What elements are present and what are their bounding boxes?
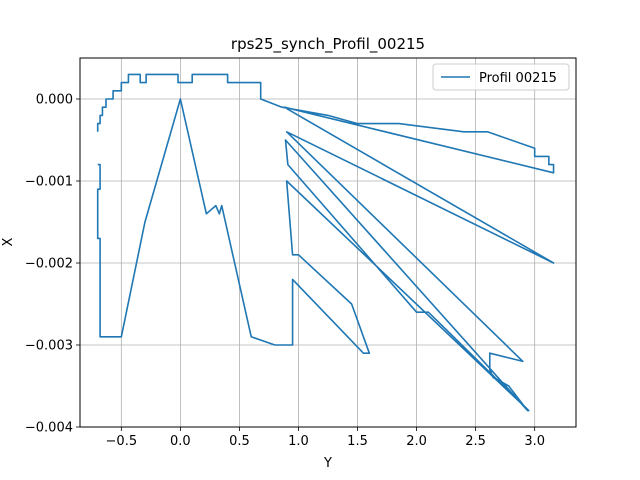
y-axis: 0.000 −0.001 −0.002 −0.003 −0.004 — [25, 93, 80, 436]
y-tick-label: −0.001 — [25, 175, 73, 190]
legend-label: Profil 00215 — [479, 71, 557, 86]
x-axis: −0.5 0.0 0.5 1.0 1.5 2.0 2.5 3.0 — [106, 427, 545, 449]
x-tick-label: 1.5 — [347, 434, 368, 449]
x-axis-label: Y — [323, 456, 332, 471]
legend-box — [432, 63, 570, 91]
x-tick-label: 2.5 — [465, 434, 486, 449]
x-tick-label: 2.0 — [406, 434, 427, 449]
plot-frame — [79, 57, 577, 428]
legend: Profil 00215 — [432, 63, 570, 91]
chart-title: rps25_synch_Profil_00215 — [231, 35, 425, 54]
x-tick-label: 0.0 — [170, 434, 191, 449]
y-tick-label: −0.003 — [25, 339, 73, 354]
y-tick-label: −0.004 — [25, 421, 73, 436]
y-tick-label: 0.000 — [36, 93, 73, 108]
y-tick-label: −0.002 — [25, 257, 73, 272]
series-line — [96, 73, 555, 412]
y-axis-label: X — [1, 237, 16, 246]
x-tick-label: 1.0 — [288, 434, 309, 449]
grid — [80, 58, 576, 428]
x-tick-label: 3.0 — [524, 434, 545, 449]
x-tick-label: −0.5 — [106, 434, 138, 449]
series-layer — [96, 73, 555, 412]
x-tick-label: 0.5 — [229, 434, 250, 449]
